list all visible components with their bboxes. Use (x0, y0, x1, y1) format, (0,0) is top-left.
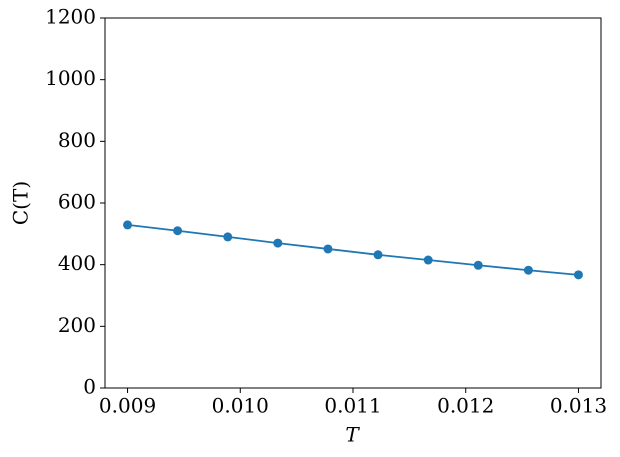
point (323, 244, 333, 254)
y-tick-label: 800 (58, 128, 96, 152)
point (373, 250, 383, 260)
y-tick-label: 1200 (45, 5, 96, 29)
x-tick-label: 0.013 (550, 394, 607, 418)
y-tick-label: 1000 (45, 66, 96, 90)
x-tick-label: 0.011 (324, 394, 381, 418)
y-tick-label: 0 (83, 375, 96, 399)
point (523, 265, 533, 275)
y-axis-label: C(T) (9, 181, 33, 225)
y-tick-label: 200 (58, 313, 96, 337)
x-tick-label: 0.009 (99, 394, 156, 418)
point (123, 220, 133, 230)
point (173, 226, 183, 236)
y-tick-label: 400 (58, 251, 96, 275)
point (423, 255, 433, 265)
point (573, 270, 583, 280)
point (223, 232, 233, 242)
point (473, 260, 483, 270)
point (273, 238, 283, 248)
x-axis-label: T (345, 423, 360, 447)
plot-frame (104, 17, 602, 389)
y-tick-label: 600 (58, 190, 96, 214)
x-tick-label: 0.010 (212, 394, 269, 418)
series-line (127, 223, 579, 276)
x-tick-label: 0.012 (437, 394, 494, 418)
